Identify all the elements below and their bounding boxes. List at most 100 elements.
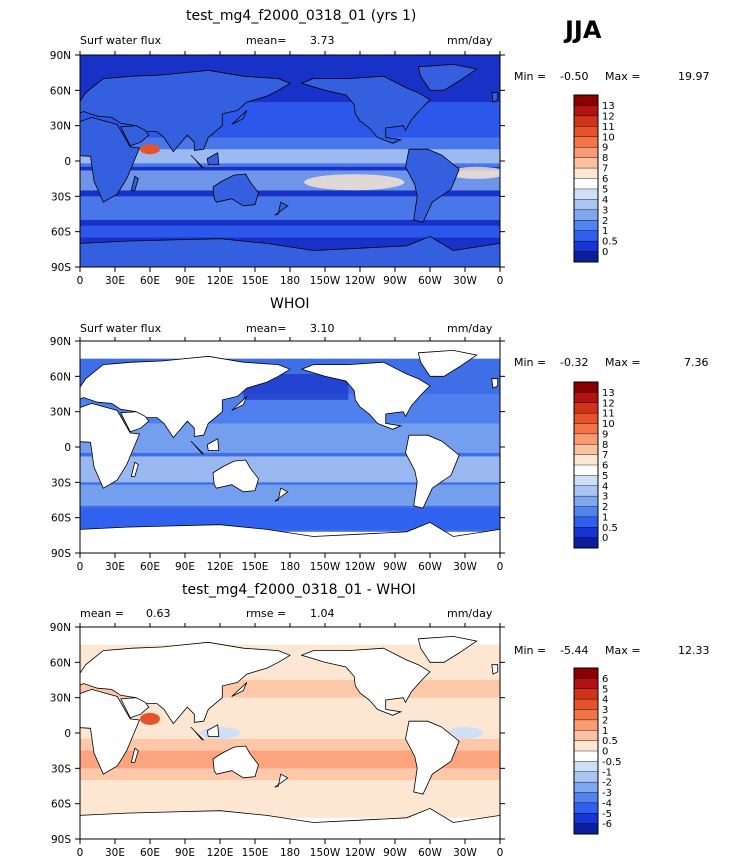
colorbar-label: 13 bbox=[602, 101, 615, 112]
x-tick-label: 120E bbox=[207, 561, 234, 573]
panel2-mean-value: 3.10 bbox=[310, 322, 335, 335]
colorbar-swatch bbox=[573, 412, 599, 425]
colorbar-label: 4 bbox=[602, 481, 608, 492]
colorbar-swatch bbox=[573, 527, 599, 539]
colorbar-label: 5 bbox=[602, 684, 608, 695]
colorbar-label: 13 bbox=[602, 388, 615, 399]
colorbar-swatch bbox=[573, 792, 599, 804]
colorbar-label: 11 bbox=[602, 409, 615, 420]
colorbar-label: 2 bbox=[602, 216, 608, 227]
land-outline bbox=[212, 745, 259, 779]
x-tick-label: 120W bbox=[345, 561, 376, 573]
colorbar-swatch bbox=[573, 240, 599, 253]
land-outline bbox=[417, 635, 478, 663]
colorbar-label: 1 bbox=[602, 726, 608, 737]
panel1-min-label: Min = bbox=[514, 70, 547, 83]
colorbar-label: -1 bbox=[602, 767, 612, 778]
precip-band bbox=[80, 196, 500, 220]
colorbar-swatch bbox=[573, 402, 599, 414]
panel2-units: mm/day bbox=[447, 322, 493, 335]
colorbar-swatch bbox=[573, 730, 599, 742]
panel2-max-value: 7.36 bbox=[684, 356, 709, 369]
x-tick-label: 0 bbox=[497, 275, 504, 287]
land-outline bbox=[274, 773, 289, 788]
land-outline bbox=[206, 438, 220, 451]
land-outline bbox=[120, 125, 150, 147]
x-tick-label: 150W bbox=[310, 847, 341, 859]
colorbar-swatch bbox=[573, 802, 599, 814]
colorbar-label: 12 bbox=[602, 111, 615, 122]
colorbar-swatch bbox=[573, 719, 599, 731]
x-tick-label: 60W bbox=[418, 847, 442, 859]
colorbar-label: -3 bbox=[602, 788, 612, 799]
colorbar-swatch bbox=[573, 423, 599, 435]
colorbar-label: 3 bbox=[602, 492, 608, 503]
colorbar-label: 0 bbox=[602, 533, 608, 544]
precip-band bbox=[446, 166, 500, 179]
panel2-min-label: Min = bbox=[514, 356, 547, 369]
panel2-min-value: -0.32 bbox=[560, 356, 589, 369]
map-panel-3: 0 30E 60E 90E 120E 150E 180 150W 120W 90W 60W 30W 09… bbox=[50, 622, 622, 859]
season-label: JJA bbox=[565, 16, 602, 44]
x-tick-label: 90E bbox=[175, 847, 195, 859]
x-tick-label: 180 bbox=[280, 275, 300, 287]
y-tick-label: 60N bbox=[50, 85, 71, 97]
land-outline bbox=[300, 75, 431, 144]
precip-max bbox=[140, 144, 160, 155]
y-tick-label: 30S bbox=[51, 477, 71, 489]
colorbar-label: 9 bbox=[602, 143, 608, 154]
land-outline bbox=[491, 378, 499, 389]
x-tick-label: 0 bbox=[77, 561, 84, 573]
colorbar-label: 3 bbox=[602, 205, 608, 216]
x-tick-label: 90W bbox=[383, 847, 407, 859]
land-outline bbox=[80, 235, 500, 267]
y-tick-label: 90S bbox=[51, 548, 71, 560]
colorbar-swatch bbox=[573, 188, 599, 200]
colorbar-swatch bbox=[573, 433, 599, 445]
x-tick-label: 90W bbox=[383, 275, 407, 287]
precip-band bbox=[304, 174, 405, 191]
y-tick-label: 30N bbox=[50, 407, 71, 419]
x-tick-label: 30W bbox=[453, 847, 477, 859]
colorbar-swatch bbox=[573, 771, 599, 783]
colorbar-label: 0.5 bbox=[602, 736, 618, 747]
y-tick-label: 60S bbox=[51, 799, 71, 811]
colorbar-label: 6 bbox=[602, 174, 608, 185]
x-tick-label: 60W bbox=[418, 561, 442, 573]
x-tick-label: 90E bbox=[175, 275, 195, 287]
land-outline bbox=[190, 154, 204, 169]
colorbar-swatch bbox=[573, 167, 599, 180]
x-tick-label: 90E bbox=[175, 561, 195, 573]
x-tick-label: 150W bbox=[310, 561, 341, 573]
colorbar-swatch bbox=[573, 516, 599, 528]
x-tick-label: 90W bbox=[383, 561, 407, 573]
land-outline bbox=[300, 647, 431, 716]
colorbar-swatch bbox=[573, 761, 599, 773]
colorbar-label: 8 bbox=[602, 153, 608, 164]
panel1-mean-label: mean= bbox=[246, 34, 287, 47]
colorbar-label: 3 bbox=[602, 705, 608, 716]
land-outline bbox=[405, 720, 460, 795]
land-outline bbox=[80, 116, 141, 203]
panel1-max-label: Max = bbox=[605, 70, 641, 83]
x-tick-label: 0 bbox=[77, 847, 84, 859]
colorbar-label: 10 bbox=[602, 132, 615, 143]
colorbar-swatch bbox=[573, 136, 599, 148]
y-tick-label: 90S bbox=[51, 834, 71, 846]
colorbar-label: 5 bbox=[602, 184, 608, 195]
colorbar-label: 9 bbox=[602, 429, 608, 440]
y-tick-label: 90N bbox=[50, 622, 71, 634]
land-outline bbox=[206, 724, 220, 737]
map-panel-2: 0 30E 60E 90E 120E 150E 180 150W 120W 90W 60W 30W 09… bbox=[50, 336, 618, 573]
colorbar-swatch bbox=[573, 823, 599, 835]
colorbar-label: 6 bbox=[602, 674, 608, 685]
x-tick-label: 150E bbox=[242, 561, 269, 573]
panel1-field-label: Surf water flux bbox=[80, 34, 162, 47]
x-tick-label: 120E bbox=[207, 847, 234, 859]
land-outline bbox=[206, 152, 220, 165]
colorbar-swatch bbox=[573, 813, 599, 825]
colorbar-swatch bbox=[573, 209, 599, 221]
colorbar-swatch bbox=[573, 199, 599, 211]
panel1-min-value: -0.50 bbox=[560, 70, 589, 83]
